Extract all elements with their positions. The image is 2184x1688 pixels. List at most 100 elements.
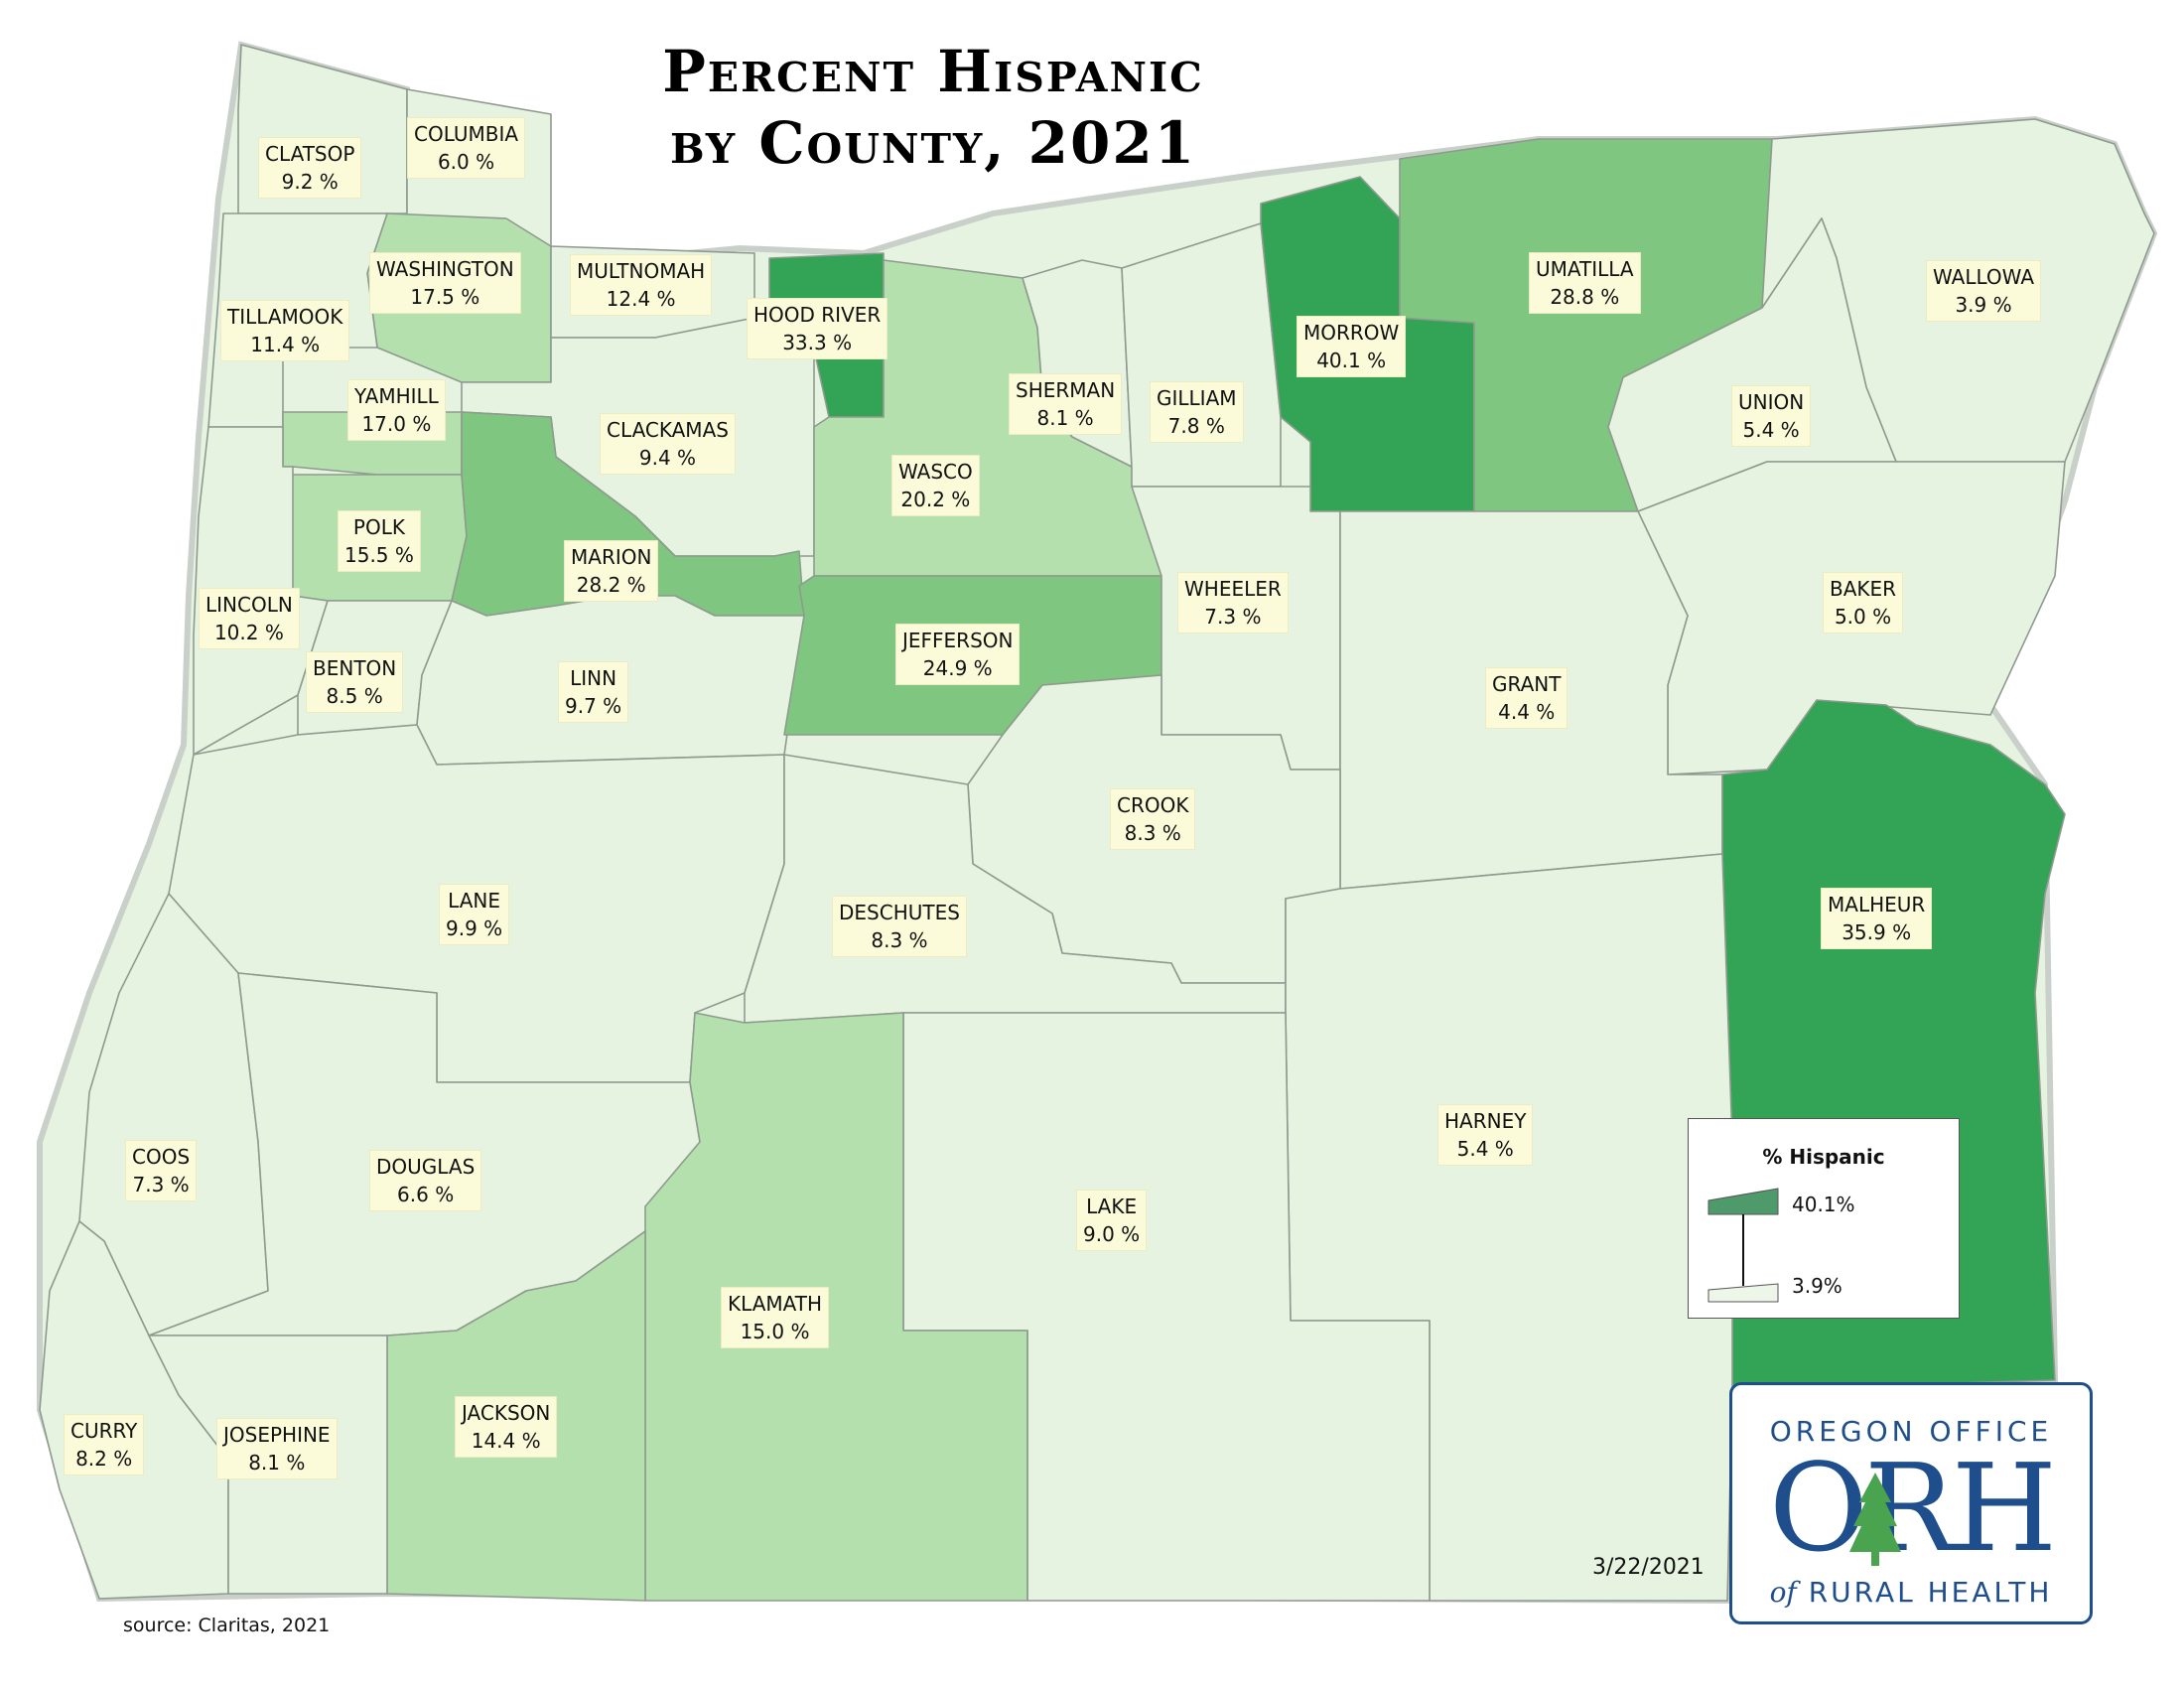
county-gilliam[interactable]: [1121, 222, 1282, 488]
logo-of-text: of: [1769, 1576, 1797, 1609]
county-name: WHEELER: [1184, 577, 1282, 601]
county-value: 12.4 %: [606, 287, 676, 311]
label-baker: BAKER 5.0 %: [1823, 572, 1904, 633]
county-name: HOOD RIVER: [753, 303, 882, 327]
county-name: WASHINGTON: [376, 257, 514, 281]
county-value: 8.3 %: [1124, 821, 1181, 845]
county-value: 3.9 %: [1955, 293, 2012, 317]
county-name: MORROW: [1303, 321, 1400, 345]
label-klamath: KLAMATH 15.0 %: [721, 1287, 830, 1348]
label-jackson: JACKSON 14.4 %: [455, 1396, 558, 1458]
map-source: source: Claritas, 2021: [123, 1615, 331, 1636]
county-name: JACKSON: [462, 1401, 551, 1425]
county-value: 11.4 %: [250, 333, 321, 356]
label-wasco: WASCO 20.2 %: [891, 455, 980, 516]
county-value: 14.4 %: [471, 1429, 541, 1453]
label-lake: LAKE 9.0 %: [1076, 1190, 1148, 1251]
label-tillamook: TILLAMOOK 11.4 %: [220, 300, 350, 361]
county-name: COOS: [132, 1145, 191, 1169]
orh-logo: OREGON OFFICE ORH of RURAL HEALTH: [1729, 1382, 2093, 1624]
county-value: 20.2 %: [900, 488, 971, 511]
county-value: 8.2 %: [75, 1447, 133, 1471]
county-name: YAMHILL: [354, 384, 439, 408]
county-value: 6.6 %: [397, 1183, 455, 1206]
county-name: COLUMBIA: [414, 122, 519, 146]
county-name: LANE: [448, 889, 501, 913]
label-clatsop: CLATSOP 9.2 %: [258, 137, 362, 199]
legend-min-swatch: [1707, 1283, 1779, 1303]
label-crook: CROOK 8.3 %: [1110, 788, 1196, 850]
label-clackamas: CLACKAMAS 9.4 %: [600, 413, 736, 475]
county-name: LINN: [570, 666, 617, 690]
county-value: 7.3 %: [1204, 605, 1262, 629]
county-value: 9.0 %: [1083, 1222, 1141, 1246]
map-date: 3/22/2021: [1592, 1555, 1705, 1580]
label-multnomah: MULTNOMAH 12.4 %: [570, 254, 713, 316]
legend-title: % Hispanic: [1762, 1145, 1885, 1169]
label-deschutes: DESCHUTES 8.3 %: [832, 896, 967, 957]
county-name: CROOK: [1117, 793, 1189, 817]
county-name: BAKER: [1830, 577, 1897, 601]
county-name: SHERMAN: [1016, 378, 1116, 402]
county-name: WASCO: [898, 460, 973, 484]
legend-max-swatch: [1707, 1188, 1779, 1215]
county-name: GILLIAM: [1157, 386, 1237, 410]
legend-min-label: 3.9%: [1792, 1274, 1843, 1298]
county-value: 35.9 %: [1842, 920, 1912, 944]
label-wallowa: WALLOWA 3.9 %: [1926, 260, 2042, 322]
label-yamhill: YAMHILL 17.0 %: [347, 379, 446, 441]
county-value: 7.3 %: [132, 1173, 190, 1196]
county-name: UNION: [1738, 390, 1805, 414]
county-name: CLATSOP: [265, 142, 355, 166]
county-value: 9.9 %: [446, 916, 503, 940]
county-name: WALLOWA: [1933, 265, 2035, 289]
county-value: 8.1 %: [1036, 406, 1094, 430]
label-lane: LANE 9.9 %: [439, 884, 510, 945]
label-curry: CURRY 8.2 %: [64, 1414, 145, 1476]
label-union: UNION 5.4 %: [1731, 385, 1812, 447]
county-name: LINCOLN: [205, 593, 293, 617]
label-marion: MARION 28.2 %: [564, 540, 659, 602]
county-name: CLACKAMAS: [607, 418, 729, 442]
county-value: 9.4 %: [638, 446, 697, 470]
county-value: 5.4 %: [1742, 418, 1800, 442]
county-klamath[interactable]: [644, 1012, 1028, 1602]
county-value: 8.5 %: [326, 684, 383, 708]
legend-max-label: 40.1%: [1792, 1193, 1855, 1216]
label-washington: WASHINGTON 17.5 %: [369, 252, 521, 314]
county-name: TILLAMOOK: [227, 305, 343, 329]
county-value: 28.8 %: [1550, 285, 1620, 309]
county-name: LAKE: [1086, 1195, 1138, 1218]
label-hood-river: HOOD RIVER 33.3 %: [747, 298, 888, 359]
county-value: 28.2 %: [576, 573, 646, 597]
county-value: 8.3 %: [871, 928, 928, 952]
map-title-line2: by County, 2021: [669, 109, 1197, 177]
label-coos: COOS 7.3 %: [125, 1140, 198, 1201]
logo-rural-health-text: RURAL HEALTH: [1808, 1576, 2053, 1609]
label-sherman: SHERMAN 8.1 %: [1009, 373, 1123, 435]
county-value: 7.8 %: [1167, 414, 1225, 438]
logo-top-text: OREGON OFFICE: [1769, 1415, 2053, 1448]
county-name: JOSEPHINE: [223, 1423, 331, 1447]
county-value: 9.7 %: [565, 694, 622, 718]
county-value: 8.1 %: [248, 1451, 306, 1475]
county-name: MALHEUR: [1828, 893, 1926, 916]
county-value: 17.5 %: [410, 285, 480, 309]
county-name: BENTON: [313, 656, 397, 680]
legend-ramp: [1707, 1188, 1779, 1303]
county-value: 15.5 %: [344, 543, 414, 567]
label-gilliam: GILLIAM 7.8 %: [1150, 381, 1244, 443]
label-linn: LINN 9.7 %: [558, 661, 629, 723]
county-value: 10.2 %: [213, 621, 284, 644]
map-title: Percent Hispanic by County, 2021: [556, 36, 1310, 179]
county-name: CURRY: [70, 1419, 138, 1443]
county-value: 17.0 %: [361, 412, 432, 436]
label-douglas: DOUGLAS 6.6 %: [369, 1150, 482, 1211]
county-value: 24.9 %: [922, 656, 993, 680]
label-lincoln: LINCOLN 10.2 %: [199, 588, 300, 649]
county-name: MULTNOMAH: [577, 259, 706, 283]
county-name: MARION: [571, 545, 652, 569]
logo-bottom-text: of RURAL HEALTH: [1732, 1576, 2090, 1609]
county-value: 40.1 %: [1316, 349, 1387, 372]
county-value: 5.4 %: [1456, 1137, 1514, 1161]
